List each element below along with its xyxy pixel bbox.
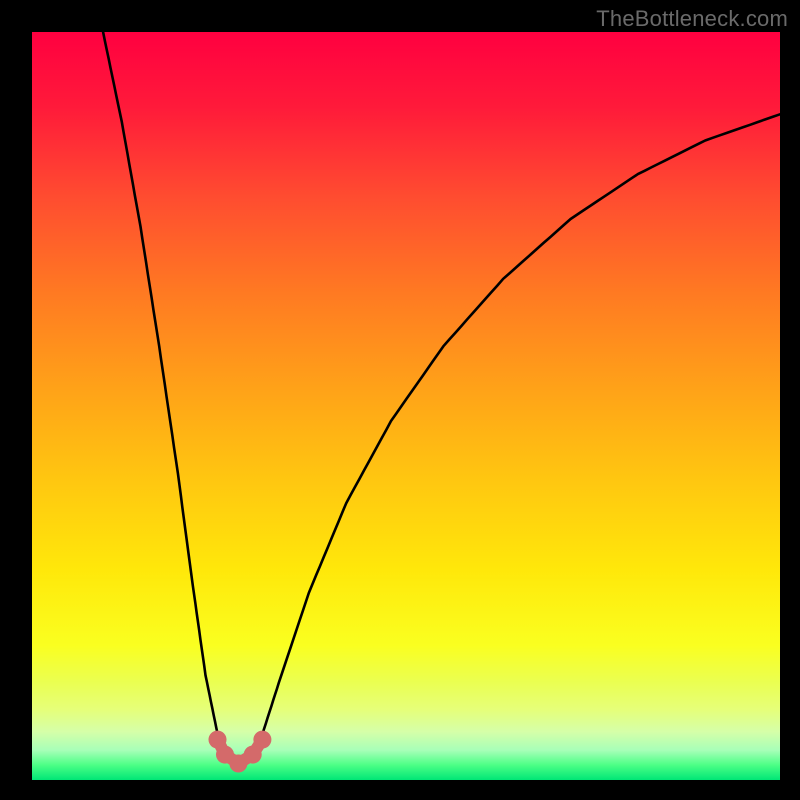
plot-area [32,32,780,780]
bottleneck-curve [32,32,780,780]
valley-marker [209,731,272,773]
watermark-text: TheBottleneck.com [596,6,788,32]
